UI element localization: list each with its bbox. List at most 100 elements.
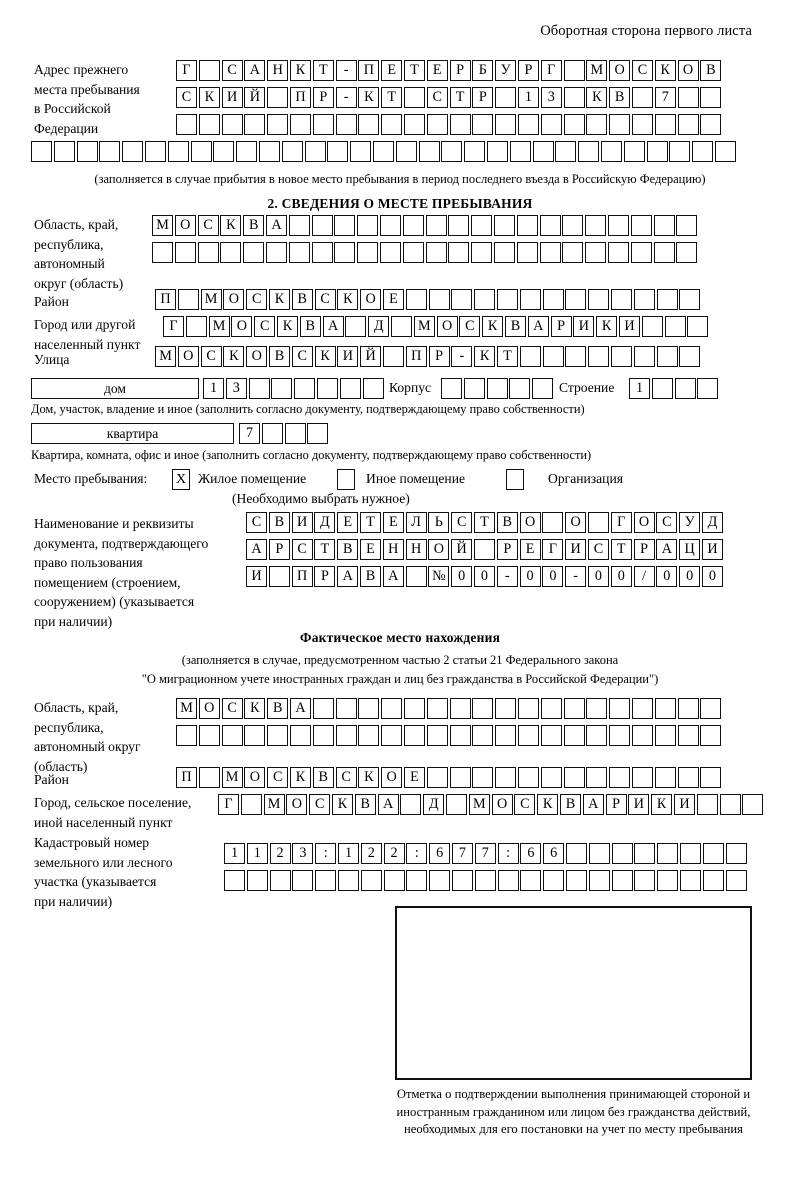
char-cell[interactable] <box>474 289 496 310</box>
char-cell[interactable]: О <box>677 60 699 81</box>
char-cell[interactable]: - <box>496 566 518 587</box>
char-cell[interactable] <box>335 725 357 746</box>
char-cell[interactable]: Т <box>403 60 425 81</box>
char-cell[interactable] <box>464 141 486 162</box>
char-cell[interactable] <box>144 141 166 162</box>
char-cell[interactable] <box>311 215 333 236</box>
char-cell[interactable]: С <box>291 346 313 367</box>
char-cell[interactable]: Д <box>701 512 723 533</box>
char-cell[interactable] <box>174 242 196 263</box>
char-cell[interactable]: В <box>496 512 518 533</box>
char-cell[interactable] <box>679 843 701 864</box>
char-cell[interactable]: М <box>155 346 176 367</box>
char-cell[interactable] <box>679 346 701 367</box>
char-cell[interactable]: 1 <box>337 843 359 864</box>
char-cell[interactable]: О <box>223 289 245 310</box>
char-cell[interactable]: П <box>291 566 313 587</box>
char-cell[interactable] <box>700 725 722 746</box>
char-cell[interactable] <box>725 870 747 891</box>
char-cell[interactable] <box>565 843 587 864</box>
char-cell[interactable] <box>335 114 357 135</box>
char-cell[interactable] <box>585 242 607 263</box>
char-cell[interactable]: П <box>358 60 380 81</box>
char-cell[interactable] <box>448 215 470 236</box>
char-cell[interactable] <box>425 215 447 236</box>
char-cell[interactable] <box>177 289 199 310</box>
char-cell[interactable] <box>311 242 333 263</box>
char-cell[interactable] <box>486 378 508 399</box>
char-cell[interactable] <box>383 870 405 891</box>
char-cell[interactable] <box>289 114 311 135</box>
char-cell[interactable]: С <box>200 346 222 367</box>
char-cell[interactable]: В <box>291 289 313 310</box>
char-cell[interactable] <box>641 316 663 337</box>
char-cell[interactable] <box>607 242 629 263</box>
char-cell[interactable]: Г <box>218 794 239 815</box>
char-cell[interactable] <box>292 870 314 891</box>
char-cell[interactable] <box>472 767 494 788</box>
char-cell[interactable]: П <box>176 767 197 788</box>
char-cell[interactable] <box>472 725 494 746</box>
char-cell[interactable]: Р <box>605 794 627 815</box>
char-cell[interactable]: Й <box>244 87 266 108</box>
char-cell[interactable] <box>449 767 471 788</box>
char-cell[interactable] <box>676 215 698 236</box>
char-cell[interactable] <box>284 423 306 444</box>
char-cell[interactable]: Р <box>314 566 336 587</box>
char-cell[interactable]: 0 <box>519 566 541 587</box>
char-cell[interactable]: Т <box>473 512 495 533</box>
char-cell[interactable] <box>692 141 714 162</box>
char-cell[interactable]: А <box>377 794 399 815</box>
char-cell[interactable]: Е <box>337 512 359 533</box>
char-cell[interactable] <box>294 378 316 399</box>
char-cell[interactable] <box>654 725 676 746</box>
char-cell[interactable] <box>449 698 471 719</box>
char-cell[interactable] <box>517 698 539 719</box>
char-cell[interactable]: К <box>244 698 266 719</box>
char-cell[interactable] <box>495 698 517 719</box>
char-cell[interactable] <box>700 767 722 788</box>
char-cell[interactable] <box>267 87 289 108</box>
char-cell[interactable] <box>213 141 235 162</box>
char-cell[interactable] <box>307 423 329 444</box>
char-cell[interactable]: № <box>428 566 450 587</box>
char-cell[interactable] <box>520 870 542 891</box>
char-cell[interactable] <box>654 698 676 719</box>
kvartira-cells[interactable]: 7 <box>239 423 330 444</box>
section2-region-row-2[interactable] <box>152 242 699 263</box>
char-cell[interactable] <box>400 794 422 815</box>
char-cell[interactable]: А <box>246 539 267 560</box>
char-cell[interactable]: Е <box>382 289 404 310</box>
char-cell[interactable] <box>623 141 645 162</box>
char-cell[interactable] <box>360 870 382 891</box>
char-cell[interactable]: М <box>200 289 222 310</box>
char-cell[interactable]: С <box>246 512 267 533</box>
char-cell[interactable] <box>578 141 600 162</box>
char-cell[interactable] <box>258 141 280 162</box>
char-cell[interactable]: О <box>565 512 587 533</box>
char-cell[interactable] <box>350 141 372 162</box>
char-cell[interactable]: А <box>244 60 266 81</box>
char-cell[interactable]: К <box>537 794 559 815</box>
prev-address-row-4[interactable] <box>31 141 738 162</box>
char-cell[interactable] <box>495 87 517 108</box>
char-cell[interactable] <box>588 289 610 310</box>
char-cell[interactable] <box>610 346 632 367</box>
char-cell[interactable]: - <box>451 346 473 367</box>
char-cell[interactable] <box>517 725 539 746</box>
char-cell[interactable] <box>76 141 98 162</box>
char-cell[interactable]: 1 <box>629 378 650 399</box>
char-cell[interactable]: Е <box>426 60 448 81</box>
char-cell[interactable] <box>198 114 220 135</box>
char-cell[interactable]: С <box>314 289 336 310</box>
char-cell[interactable] <box>725 843 747 864</box>
char-cell[interactable] <box>702 870 724 891</box>
char-cell[interactable]: С <box>451 512 473 533</box>
char-cell[interactable] <box>221 725 243 746</box>
char-cell[interactable] <box>198 60 220 81</box>
char-cell[interactable]: К <box>289 60 311 81</box>
char-cell[interactable]: К <box>358 767 380 788</box>
